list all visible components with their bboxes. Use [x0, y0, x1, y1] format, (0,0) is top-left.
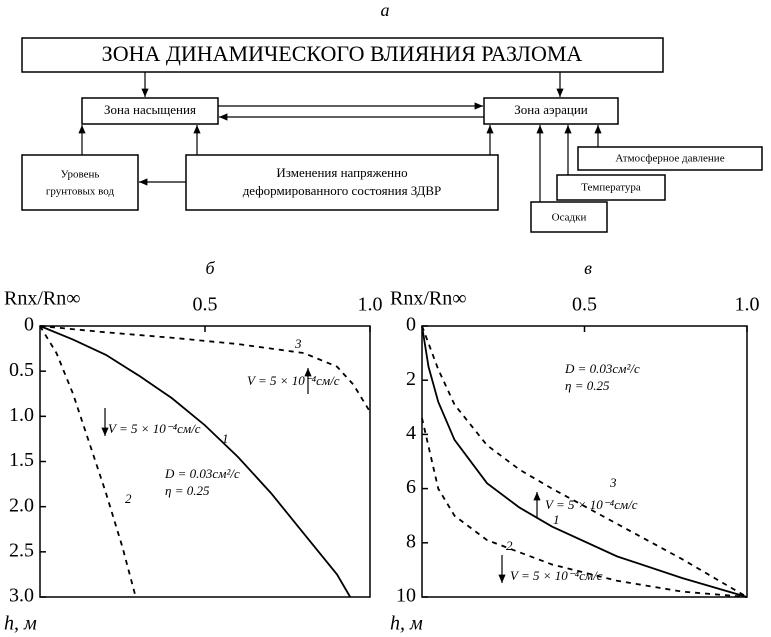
line [39, 325, 351, 598]
x-tick-label: 0.5 [193, 294, 218, 316]
node-text: Температура [581, 182, 641, 194]
node-text: Уровень [61, 169, 100, 181]
y-tick-label: 2.5 [9, 539, 34, 561]
y-tick-label: 10 [396, 585, 416, 607]
curve-label: 2 [506, 538, 513, 553]
y-tick-label: 2 [406, 368, 416, 390]
diagram: а ЗОНА ДИНАМИЧЕСКОГО ВЛИЯНИЯ РАЗЛОМА Зон… [21, 0, 763, 233]
y-axis-label: h, м [390, 613, 423, 635]
box [21, 37, 664, 73]
node-text: Зона аэрации [514, 102, 588, 117]
annotation: D = 0.03см²/с [164, 466, 240, 481]
x-tick-label: 1.0 [358, 294, 383, 316]
curve-label: 1 [553, 512, 560, 527]
y-tick-label: 3.0 [9, 585, 34, 607]
y-tick-label: 0 [406, 314, 416, 336]
annotation: η = 0.25 [165, 483, 210, 498]
annotation: η = 0.25 [565, 378, 610, 393]
curve-label: 2 [125, 491, 132, 506]
line [39, 325, 137, 598]
y-tick-label: 1.0 [9, 404, 34, 426]
node-text: деформированного состояния ЗДВР [243, 183, 442, 198]
panel-label: б [205, 258, 215, 278]
x-tick-label: 0.5 [572, 294, 597, 316]
y-tick-label: 1.5 [9, 449, 34, 471]
y-tick-label: 0 [24, 314, 34, 336]
box [21, 154, 139, 211]
y-tick-label: 0.5 [9, 359, 34, 381]
x-axis-label: Rnx/Rn∞ [390, 288, 467, 310]
box [185, 154, 499, 211]
plot-frame [39, 325, 371, 598]
curve-label: 3 [294, 336, 302, 351]
annotation: V = 5 × 10⁻⁴см/с [247, 373, 340, 388]
y-axis-label: h, м [4, 613, 37, 635]
box [556, 174, 666, 201]
x-tick-label: 1.0 [735, 294, 760, 316]
panel-label: а [381, 0, 390, 20]
x-axis-label: Rnx/Rn∞ [4, 288, 81, 310]
y-tick-label: 2.0 [9, 494, 34, 516]
y-tick-label: 4 [406, 422, 416, 444]
curve-label: 1 [222, 431, 229, 446]
node-text: грунтовых вод [46, 186, 115, 198]
y-tick-label: 6 [406, 476, 416, 498]
node-text: Атмосферное давление [615, 153, 724, 165]
box [483, 97, 619, 125]
box [530, 201, 608, 233]
line [39, 325, 371, 413]
arrows [78, 72, 602, 202]
line [421, 325, 748, 598]
box [577, 146, 763, 171]
panel-label: в [584, 258, 592, 278]
node-text: Осадки [552, 212, 587, 224]
node-text: ЗОНА ДИНАМИЧЕСКОГО ВЛИЯНИЯ РАЗЛОМА [102, 41, 583, 66]
annotation: D = 0.03см²/с [564, 361, 640, 376]
node-text: Изменения напряженно [276, 165, 407, 180]
annotation: V = 5 × 10⁻⁴см/с [545, 497, 638, 512]
curve-label: 3 [609, 475, 617, 490]
y-tick-label: 8 [406, 530, 416, 552]
node-text: Зона насыщения [104, 102, 196, 117]
annotation: V = 5 × 10⁻⁴см/с [108, 421, 201, 436]
annotation: V = 5 × 10⁻⁴см/с [510, 568, 603, 583]
box [81, 97, 219, 125]
